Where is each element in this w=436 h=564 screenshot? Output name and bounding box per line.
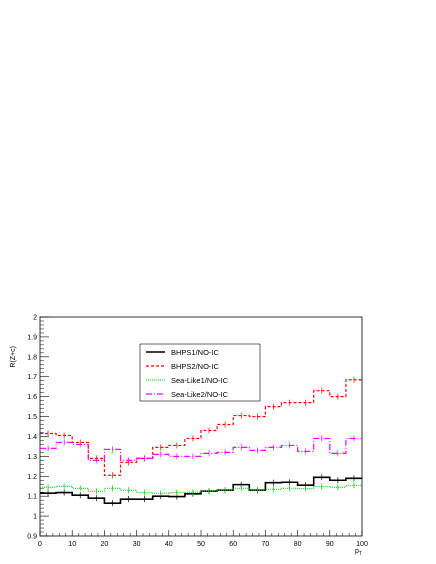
series-0	[40, 474, 362, 507]
x-tick-label: 80	[294, 541, 302, 548]
x-tick-label: 30	[133, 541, 141, 548]
x-tick-label: 50	[197, 541, 205, 548]
y-tick-label: 1.6	[27, 394, 37, 401]
x-axis-title-sub: T	[359, 551, 362, 557]
x-tick-label: 0	[38, 541, 42, 548]
y-tick-label: 1.2	[27, 474, 37, 481]
legend-label: Sea-Like1/NO-IC	[171, 376, 229, 385]
x-tick-label: 20	[101, 541, 109, 548]
x-tick-label: 40	[165, 541, 173, 548]
y-tick-label: 1.8	[27, 354, 37, 361]
y-tick-label: 1.5	[27, 414, 37, 421]
x-tick-label: 10	[68, 541, 76, 548]
legend: BHPS1/NO-IC BHPS2/NO-IC Sea-Like1/NO-IC Sea…	[139, 343, 261, 402]
legend-label: BHPS1/NO-IC	[171, 348, 220, 357]
axes: 0 10 20 30 40 50 60 70 80 90 100 0.9 1 1.1 1.2 1.3 1.4 1.…	[27, 315, 368, 549]
series-2	[40, 482, 362, 497]
y-tick-label: 2	[33, 315, 37, 322]
series-line	[40, 484, 362, 494]
x-tick-label: 60	[229, 541, 237, 548]
x-tick-label: 100	[356, 541, 368, 548]
y-tick-label: 0.9	[27, 534, 37, 541]
series-line	[40, 437, 362, 461]
y-tick-label: 1.1	[27, 494, 37, 501]
x-tick-label: 70	[262, 541, 270, 548]
y-tick-label: 1.3	[27, 454, 37, 461]
series-3	[40, 435, 362, 464]
x-tick-label: 90	[326, 541, 334, 548]
x-axis-title-main: p	[355, 548, 359, 555]
y-tick-label: 1.9	[27, 334, 37, 341]
y-tick-label: 1.7	[27, 374, 37, 381]
series-line	[40, 476, 362, 504]
legend-box	[139, 343, 261, 402]
y-tick-label: 1	[33, 514, 37, 521]
series-group	[40, 376, 362, 507]
legend-label: BHPS2/NO-IC	[171, 362, 220, 371]
y-tick-label: 1.4	[27, 434, 37, 441]
y-axis-title: R(Z+c)	[10, 346, 17, 368]
legend-label: Sea-Like2/NO-IC	[171, 390, 229, 399]
x-axis-title: pT	[355, 548, 362, 557]
